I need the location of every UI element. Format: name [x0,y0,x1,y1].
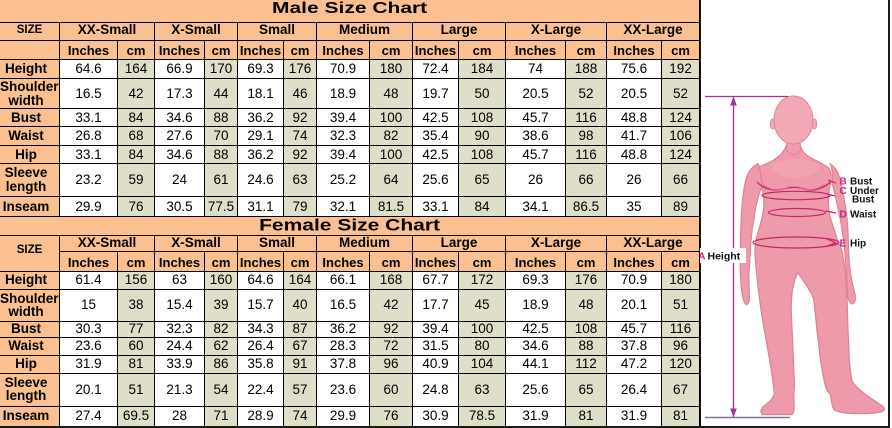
svg-text:A: A [700,251,706,263]
svg-text:B: B [840,177,847,188]
svg-text:Under: Under [850,186,879,197]
svg-text:Waist: Waist [850,209,877,220]
svg-text:E: E [840,239,847,250]
svg-text:Height: Height [708,251,741,263]
svg-text:D: D [840,209,847,220]
svg-text:Bust: Bust [852,195,875,206]
svg-text:Bust: Bust [850,177,873,188]
svg-text:Hip: Hip [850,239,866,250]
svg-text:C: C [840,186,847,197]
